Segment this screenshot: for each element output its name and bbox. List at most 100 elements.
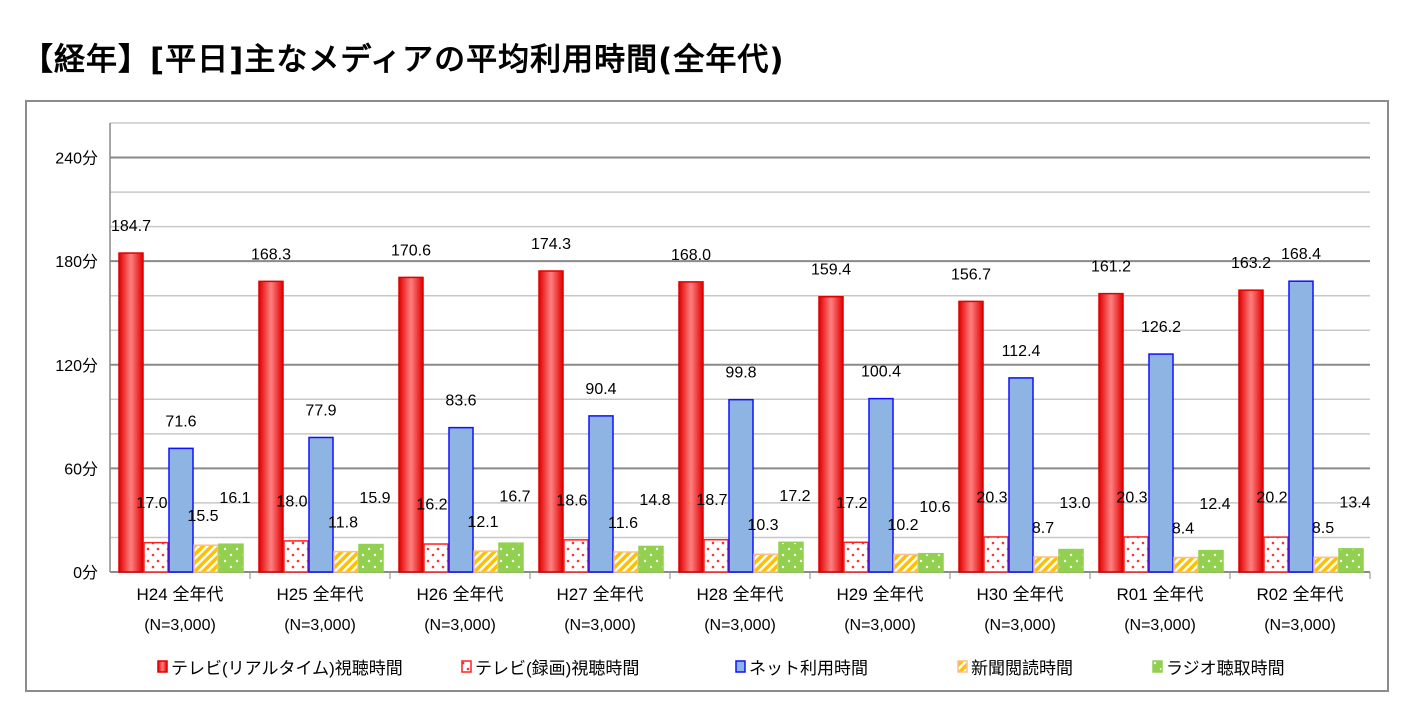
internet-bar: [168, 447, 194, 573]
y-tick-label: 0分: [73, 564, 98, 582]
data-label: 168.0: [671, 247, 711, 264]
newspaper-bar: [893, 553, 919, 573]
tv-realtime-bar: [958, 300, 984, 573]
data-label: 174.3: [531, 236, 571, 253]
data-label: 13.0: [1059, 495, 1090, 512]
data-label: 10.2: [887, 517, 918, 534]
legend-swatch: [957, 660, 968, 673]
x-tick-label: H30 全年代: [977, 585, 1064, 604]
x-tick-label: R02 全年代: [1257, 585, 1344, 604]
y-tick-label: 240分: [55, 150, 98, 168]
tv-realtime-bar: [678, 281, 704, 573]
data-label: 17.0: [136, 495, 167, 512]
data-label: 99.8: [725, 365, 756, 382]
radio-bar: [498, 542, 524, 573]
data-label: 168.3: [251, 246, 291, 263]
newspaper-bar: [1173, 556, 1199, 573]
x-tick-sublabel: (N=3,000): [704, 617, 776, 634]
internet-bar: [728, 398, 754, 573]
data-label: 15.5: [187, 508, 218, 525]
legend-label: テレビ(リアルタイム)視聴時間: [171, 659, 403, 678]
newspaper-bar: [473, 550, 499, 573]
x-tick-label: H29 全年代: [837, 585, 924, 604]
legend-label: ラジオ聴取時間: [1166, 659, 1285, 678]
legend-label: テレビ(録画)視聴時間: [475, 659, 639, 678]
tv-recorded-bar: [563, 539, 589, 573]
data-label: 13.4: [1339, 494, 1370, 511]
data-label: 16.7: [499, 489, 530, 506]
internet-bar: [588, 415, 614, 573]
internet-bar: [1148, 353, 1174, 573]
x-tick-label: H26 全年代: [417, 585, 504, 604]
data-label: 11.6: [608, 515, 638, 532]
tv-recorded-bar: [143, 541, 169, 573]
data-label: 90.4: [585, 381, 616, 398]
chart-title: 【経年】[平日]主なメディアの平均利用時間(全年代): [22, 42, 785, 78]
legend-swatch: [461, 660, 472, 673]
x-tick-label: H25 全年代: [277, 585, 364, 604]
tv-recorded-bar: [703, 538, 729, 573]
x-tick-label: H28 全年代: [697, 585, 784, 604]
newspaper-bar: [1313, 556, 1339, 573]
tv-recorded-bar: [423, 543, 449, 573]
legend-label: ネット利用時間: [749, 659, 868, 678]
tv-recorded-bar: [843, 541, 869, 573]
tv-recorded-bar: [1263, 536, 1289, 573]
y-tick-label: 120分: [55, 357, 98, 375]
data-label: 18.6: [556, 492, 587, 509]
data-label: 12.4: [1199, 496, 1230, 513]
newspaper-bar: [333, 550, 359, 573]
newspaper-bar: [613, 551, 639, 573]
x-tick-sublabel: (N=3,000): [424, 617, 496, 634]
tv-realtime-bar: [118, 252, 144, 573]
legend-swatch: [735, 660, 746, 673]
legend-label: 新聞閲読時間: [971, 659, 1073, 678]
tv-realtime-bar: [1098, 292, 1124, 573]
newspaper-bar: [753, 553, 779, 573]
legend-swatch: [157, 660, 168, 673]
tv-recorded-bar: [1123, 536, 1149, 573]
data-label: 8.4: [1172, 520, 1194, 537]
data-label: 161.2: [1091, 259, 1131, 276]
data-label: 163.2: [1231, 255, 1271, 272]
x-tick-label: H24 全年代: [137, 585, 224, 604]
x-tick-sublabel: (N=3,000): [844, 617, 916, 634]
newspaper-bar: [193, 544, 219, 573]
tv-realtime-bar: [538, 270, 564, 573]
tv-realtime-bar: [818, 295, 844, 573]
internet-bar: [868, 397, 894, 573]
legend-swatch: [1152, 660, 1163, 673]
y-tick-label: 180分: [55, 253, 98, 271]
tv-recorded-bar: [983, 536, 1009, 573]
data-label: 10.6: [919, 499, 950, 516]
data-label: 184.7: [111, 218, 151, 235]
tv-realtime-bar: [1238, 289, 1264, 573]
data-label: 170.6: [391, 242, 431, 259]
data-label: 71.6: [165, 413, 196, 430]
data-label: 83.6: [445, 393, 476, 410]
tv-recorded-bar: [283, 540, 309, 573]
radio-bar: [218, 543, 244, 573]
data-label: 8.7: [1032, 520, 1054, 537]
data-label: 168.4: [1281, 246, 1321, 263]
data-label: 20.2: [1256, 490, 1287, 507]
x-tick-sublabel: (N=3,000): [284, 617, 356, 634]
data-label: 18.7: [696, 492, 727, 509]
data-label: 100.4: [861, 364, 901, 381]
x-tick-sublabel: (N=3,000): [1264, 617, 1336, 634]
data-label: 14.8: [639, 492, 670, 509]
radio-bar: [1338, 548, 1364, 573]
radio-bar: [918, 552, 944, 573]
data-label: 20.3: [1116, 489, 1147, 506]
data-label: 16.2: [416, 496, 447, 513]
data-label: 12.1: [467, 514, 498, 531]
data-label: 17.2: [779, 488, 810, 505]
radio-bar: [1198, 549, 1224, 573]
radio-bar: [638, 545, 664, 573]
x-tick-sublabel: (N=3,000): [564, 617, 636, 634]
data-label: 17.2: [836, 495, 867, 512]
x-tick-sublabel: (N=3,000): [1124, 617, 1196, 634]
data-label: 11.8: [328, 514, 358, 531]
tv-realtime-bar: [258, 280, 284, 573]
chart-frame: [25, 100, 1389, 692]
